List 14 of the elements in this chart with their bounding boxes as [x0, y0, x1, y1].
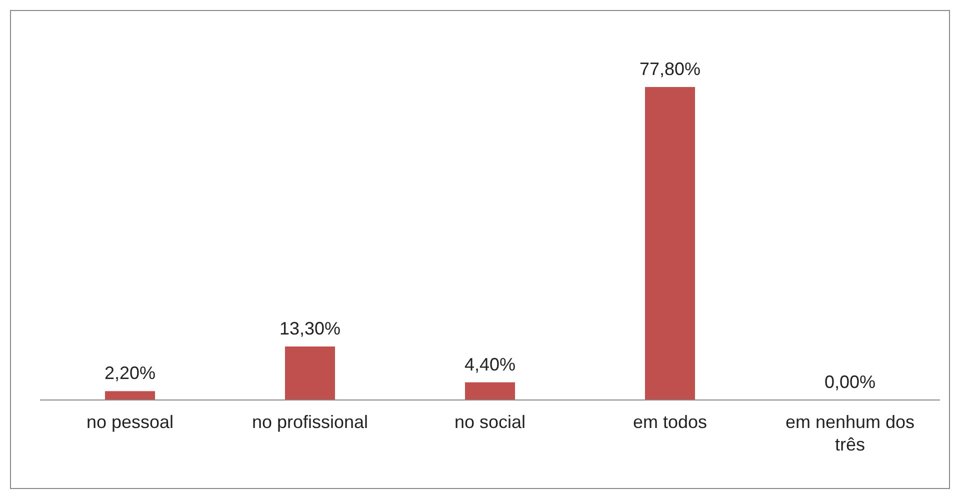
data-label: 13,30%	[279, 318, 341, 338]
x-tick-label: em nenhum dos três	[785, 412, 915, 455]
bar	[105, 391, 155, 400]
data-label: 4,40%	[464, 354, 516, 374]
bar	[645, 87, 695, 400]
data-label: 77,80%	[639, 59, 701, 79]
data-label: 2,20%	[104, 363, 156, 384]
x-tick-label: no pessoal	[86, 412, 174, 432]
x-tick-label: no profissional	[252, 412, 368, 432]
bar	[285, 346, 335, 400]
bar	[465, 382, 515, 400]
x-tick-label: em todos	[632, 412, 708, 432]
x-tick-label: no social	[454, 412, 526, 432]
data-label: 0,00%	[824, 372, 876, 392]
